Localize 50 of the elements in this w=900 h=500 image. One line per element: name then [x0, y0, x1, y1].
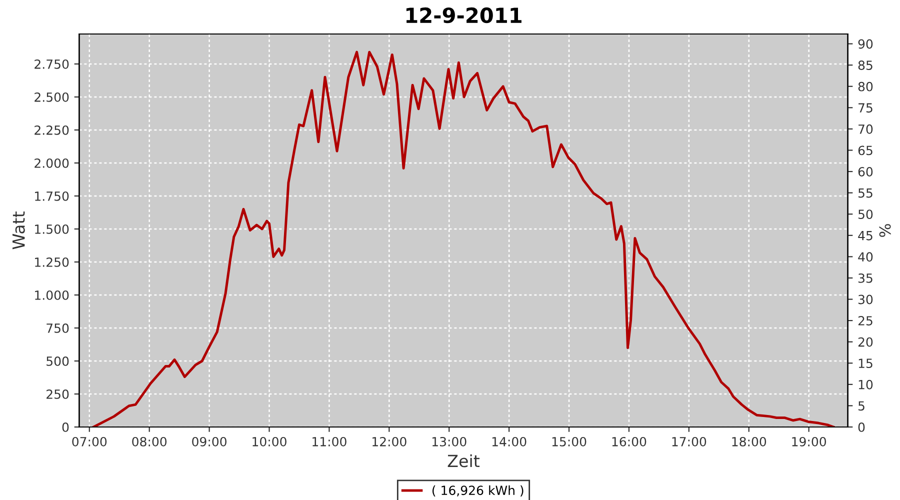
- y-tick-label: 2.750: [34, 59, 69, 69]
- y2-tick-label: 50: [858, 210, 873, 220]
- y2-tick-label: 5: [858, 401, 864, 411]
- y2-axis-title: %: [879, 224, 891, 237]
- y2-tick-label: 45: [858, 231, 872, 240]
- y-tick-label: 250: [46, 389, 69, 399]
- y2-tick-label: 90: [858, 39, 873, 49]
- x-tick-label: 13:00: [432, 436, 466, 446]
- x-tick-label: 08:00: [132, 436, 167, 446]
- y2-tick-label: 15: [858, 358, 872, 368]
- y-tick-label: 2.500: [34, 92, 69, 102]
- x-tick-label: 12:00: [372, 436, 406, 446]
- x-tick-label: 19:00: [792, 436, 826, 446]
- legend-label: ( 16,926 kWh ): [432, 485, 524, 497]
- y-tick-label: 750: [46, 323, 69, 333]
- x-tick-label: 16:00: [612, 436, 646, 446]
- y-tick-label: 1.750: [35, 191, 69, 201]
- y2-tick-label: 25: [858, 316, 872, 326]
- x-tick-label: 10:00: [252, 436, 286, 446]
- y2-tick-label: 55: [858, 188, 872, 198]
- y2-tick-label: 75: [858, 103, 872, 113]
- y2-tick-label: 30: [858, 294, 873, 304]
- y2-tick-label: 40: [858, 252, 873, 262]
- x-tick-label: 18:00: [732, 436, 766, 446]
- y2-tick-label: 10: [858, 380, 873, 390]
- line-series: [92, 50, 835, 427]
- x-tick-label: 17:00: [672, 436, 706, 446]
- y2-tick-label: 35: [858, 273, 872, 283]
- y-tick-label: 2.250: [34, 125, 69, 135]
- y2-tick-label: 70: [858, 124, 873, 134]
- y2-tick-label: 60: [858, 167, 873, 176]
- y2-tick-label: 65: [858, 146, 872, 156]
- y-tick-label: 500: [46, 356, 69, 366]
- chart-title: 12-9-2011: [406, 7, 522, 24]
- y2-tick-label: 80: [858, 82, 873, 92]
- y-tick-label: 1.500: [35, 224, 69, 234]
- x-tick-label: 14:00: [492, 436, 526, 446]
- x-tick-label: 15:00: [552, 436, 586, 446]
- x-tick-label: 11:00: [312, 436, 346, 446]
- y2-tick-label: 85: [858, 60, 872, 70]
- x-tick-label: 07:00: [72, 436, 107, 446]
- y-axis-title: Watt: [12, 212, 25, 250]
- y-tick-label: 1.000: [35, 290, 69, 300]
- y2-tick-label: 0: [858, 422, 865, 432]
- y-tick-label: 0: [62, 422, 69, 432]
- y-tick-label: 1.250: [35, 257, 69, 267]
- y2-tick-label: 20: [858, 337, 873, 347]
- x-axis-title: Zeit: [448, 454, 480, 468]
- x-tick-label: 09:00: [192, 436, 226, 446]
- y-tick-label: 2.000: [34, 158, 69, 168]
